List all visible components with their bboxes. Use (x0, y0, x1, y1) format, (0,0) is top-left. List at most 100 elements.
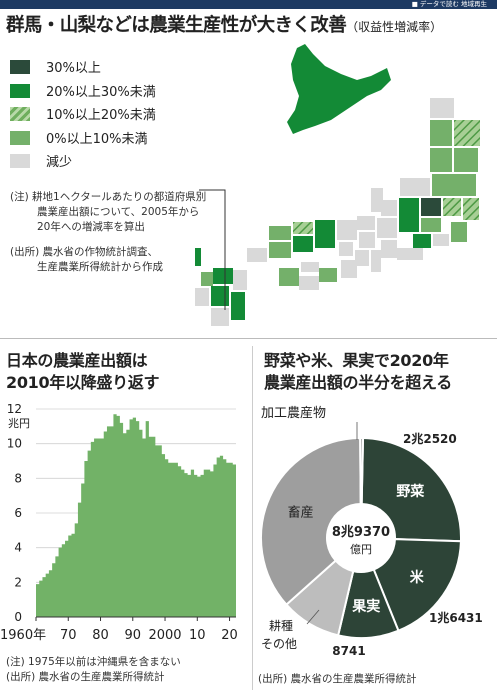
map-aichi (381, 240, 397, 258)
map-shimane (269, 226, 291, 240)
map-gunma (421, 198, 441, 216)
donut-total-unit: 億円 (350, 543, 372, 556)
legend-swatch (10, 154, 30, 169)
map-nara (355, 250, 369, 266)
slice-label: 加工農産物 (261, 405, 326, 421)
right-chart-source: (出所) 農水省の生産農業所得統計 (258, 673, 417, 685)
map-saga (201, 272, 213, 286)
legend-label: 10%以上20%未満 (46, 108, 156, 124)
slice-label: 畜産 (288, 504, 314, 520)
map-source-line: (出所) 農水省の作物統計調査、 (10, 246, 159, 258)
slice-value-label: 2兆2520 (403, 431, 457, 446)
map-fukushima (432, 174, 476, 196)
right-chart-title: 野菜や米、果実で2020年 農業産出額の半分を超える (264, 350, 452, 394)
map-note-line: 20年への増減率を算出 (37, 221, 145, 233)
map-shizuoka (397, 248, 423, 260)
map-gifu (377, 218, 397, 238)
slice-label: 米 (410, 569, 425, 586)
map-aomori (430, 98, 454, 118)
legend-label: 減少 (46, 155, 73, 171)
map-source-line: 生産農業所得統計から作成 (37, 261, 163, 273)
leader-line (306, 609, 320, 625)
map-ishikawa (371, 188, 383, 212)
y-tick-label: 4 (14, 541, 22, 555)
legend-swatch (10, 83, 30, 98)
map-note: (注) 耕地1ヘクタールあたりの都道府県別 農業産出額について、2005年から … (10, 190, 206, 235)
legend-label: 30%以上 (46, 61, 101, 76)
left-chart-title-line: 2010年以降盛り返す (6, 373, 160, 392)
header-strip-label: ■ データで読む 地域再生 (411, 0, 487, 8)
donut-slice (260, 436, 362, 607)
left-chart-title-line: 日本の農業産出額は (6, 351, 148, 370)
map-wakayama (341, 260, 357, 278)
slice-label: 耕種 (269, 618, 293, 633)
title-main: 群馬・山梨などは農業生産性が大きく改善 (6, 15, 347, 36)
map-tokyo (433, 234, 449, 246)
left-chart-note: (注) 1975年以前は沖縄県を含まない (6, 656, 181, 668)
legend-swatch (10, 130, 30, 145)
donut-slice (372, 538, 462, 633)
slice-label: 野菜 (396, 483, 425, 500)
x-tick-label: 2000 (148, 628, 181, 643)
section-divider (0, 338, 497, 339)
y-tick-label: 10 (7, 437, 22, 451)
y-tick-label: 6 (14, 506, 22, 520)
map-fukui (357, 216, 375, 230)
map-hyogo (315, 220, 335, 248)
chart-divider (252, 346, 253, 690)
header-strip (0, 0, 497, 9)
map-yamagata (430, 148, 452, 172)
map-note-line: (注) 耕地1ヘクタールあたりの都道府県別 (10, 191, 207, 203)
donut-slice (359, 437, 365, 506)
right-chart-title-line: 野菜や米、果実で2020年 (264, 351, 449, 370)
map-osaka (339, 242, 353, 256)
map-ehime (279, 268, 299, 286)
map-note-line: 農業産出額について、2005年から (37, 206, 200, 218)
map-yamanashi (413, 234, 431, 248)
map-mie (371, 250, 381, 272)
map-miyazaki (231, 292, 245, 320)
map-saitama (421, 218, 441, 232)
slice-label: 果実 (351, 598, 380, 615)
japan-choropleth-map (195, 44, 480, 326)
page-title: 群馬・山梨などは農業生産性が大きく改善（収益性増減率） (6, 11, 442, 37)
slice-value-label: 1兆6431 (429, 610, 483, 625)
map-oita (233, 270, 247, 290)
y-tick-label: 12 (7, 402, 22, 416)
title-subtitle: （収益性増減率） (346, 20, 443, 34)
x-tick-label: 80 (92, 628, 109, 643)
map-okayama (293, 236, 313, 252)
map-ibaraki (463, 198, 479, 220)
legend-swatch (10, 107, 30, 122)
map-nagasaki (195, 288, 209, 306)
map-hokkaido (287, 44, 391, 134)
right-chart-title-line: 農業産出額の半分を超える (264, 373, 452, 392)
left-chart-source: (出所) 農水省の生産農業所得統計 (6, 671, 165, 683)
map-tochigi (443, 198, 461, 216)
map-kumamoto (211, 286, 229, 306)
x-tick-label: 20 (221, 628, 238, 643)
x-tick-label: 10 (189, 628, 206, 643)
map-source: (出所) 農水省の作物統計調査、 生産農業所得統計から作成 (10, 245, 163, 275)
left-chart-title: 日本の農業産出額は 2010年以降盛り返す (6, 350, 160, 394)
map-toyama (381, 200, 397, 216)
y-tick-label: 2 (14, 575, 22, 589)
area-series (36, 414, 236, 617)
map-fukuoka (213, 268, 233, 284)
y-axis-unit: 兆円 (8, 417, 30, 430)
map-kagawa (301, 262, 319, 272)
map-kagoshima (211, 308, 229, 326)
y-tick-label: 0 (14, 610, 22, 624)
map-okinawa-box (199, 189, 226, 310)
legend-swatch (10, 60, 30, 74)
legend-label: 0%以上10%未満 (46, 131, 148, 147)
donut-slice (360, 436, 462, 543)
slice-value-label: 8741 (332, 644, 365, 658)
slice-label: その他 (261, 637, 297, 651)
x-tick-label: 1960年 (0, 628, 46, 643)
map-yamaguchi (247, 248, 267, 262)
map-hiroshima (269, 242, 291, 258)
y-tick-label: 8 (14, 471, 22, 485)
